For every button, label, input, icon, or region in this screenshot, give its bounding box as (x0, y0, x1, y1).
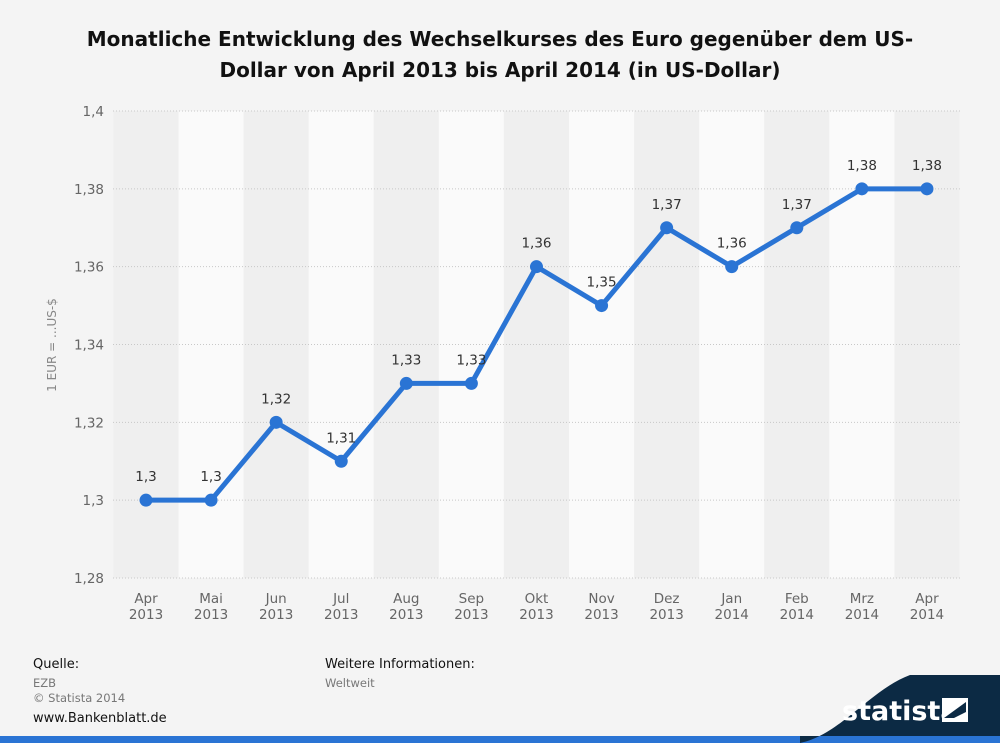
data-label: 1,35 (587, 275, 617, 291)
x-tick-label-month: Dez (654, 591, 680, 607)
data-point[interactable] (334, 454, 348, 468)
data-point[interactable] (399, 376, 413, 390)
data-point[interactable] (464, 376, 478, 390)
data-label: 1,3 (200, 469, 221, 485)
x-tick-label-year: 2013 (129, 607, 163, 623)
x-tick-label-year: 2013 (454, 607, 488, 623)
brand-bar (0, 736, 1000, 743)
data-point[interactable] (855, 182, 869, 196)
data-label: 1,36 (521, 236, 551, 252)
x-axis-ticks: Apr2013Mai2013Jun2013Jul2013Aug2013Sep20… (129, 591, 944, 623)
x-tick-label-month: Feb (785, 591, 809, 607)
y-tick-label: 1,36 (74, 260, 104, 276)
y-axis-ticks: 1,28 1,3 1,32 1,34 1,36 1,38 1,4 (74, 104, 104, 587)
chart-title-line-2: Dollar von April 2013 bis April 2014 (in… (219, 58, 781, 82)
y-tick-label: 1,4 (83, 104, 104, 120)
data-label: 1,36 (717, 236, 747, 252)
statista-logo-mark-icon (942, 698, 968, 722)
data-points (139, 182, 934, 507)
data-label: 1,37 (782, 197, 812, 213)
x-tick-label-month: Mai (199, 591, 223, 607)
x-tick-label-year: 2013 (194, 607, 228, 623)
source-copyright: © Statista 2014 (33, 691, 126, 705)
statista-logo-text: statista (842, 696, 959, 727)
y-tick-label: 1,28 (74, 571, 104, 587)
x-tick-label-month: Mrz (850, 591, 874, 607)
x-tick-label-year: 2013 (649, 607, 683, 623)
x-tick-label-month: Nov (588, 591, 614, 607)
x-tick-label-year: 2013 (324, 607, 358, 623)
info-value: Weltweit (325, 676, 375, 690)
data-point[interactable] (790, 221, 804, 235)
data-label: 1,32 (261, 391, 291, 407)
x-tick-label-month: Jan (720, 591, 742, 607)
y-tick-label: 1,34 (74, 338, 104, 354)
data-labels: 1,3 1,3 1,32 1,31 1,33 1,33 1,36 1,35 1,37 1,36 1,… (135, 158, 942, 485)
y-axis-label: 1 EUR = ...US-$ (45, 298, 59, 392)
x-tick-label-month: Apr (134, 591, 158, 607)
plot-band (243, 111, 309, 578)
data-point[interactable] (139, 493, 153, 507)
x-tick-label-year: 2014 (845, 607, 879, 623)
data-label: 1,33 (456, 352, 486, 368)
y-tick-label: 1,38 (74, 182, 104, 198)
data-point[interactable] (269, 415, 283, 429)
data-label: 1,3 (135, 469, 156, 485)
source-name: EZB (33, 676, 57, 690)
x-tick-label-year: 2013 (389, 607, 423, 623)
data-label: 1,33 (391, 352, 421, 368)
x-tick-label-year: 2013 (259, 607, 293, 623)
data-point[interactable] (529, 260, 543, 274)
y-tick-label: 1,32 (74, 415, 104, 431)
x-tick-label-year: 2014 (910, 607, 944, 623)
x-tick-label-month: Jul (332, 591, 349, 607)
data-point[interactable] (920, 182, 934, 196)
x-tick-label-month: Jun (265, 591, 287, 607)
data-label: 1,38 (847, 158, 877, 174)
x-tick-label-year: 2014 (780, 607, 814, 623)
data-point[interactable] (204, 493, 218, 507)
data-label: 1,38 (912, 158, 942, 174)
x-tick-label-month: Aug (393, 591, 419, 607)
chart-title-line-1: Monatliche Entwicklung des Wechselkurses… (86, 27, 914, 51)
chart-title: Monatliche Entwicklung des Wechselkurses… (0, 24, 1000, 86)
source-label: Quelle: (33, 657, 80, 672)
x-tick-label-month: Okt (525, 591, 549, 607)
x-tick-label-month: Apr (915, 591, 939, 607)
x-tick-label-year: 2013 (519, 607, 553, 623)
data-point[interactable] (595, 299, 609, 313)
statista-logo[interactable]: statista (800, 0, 1000, 743)
x-tick-label-month: Sep (459, 591, 484, 607)
data-point[interactable] (725, 260, 739, 274)
data-point[interactable] (660, 221, 674, 235)
data-label: 1,31 (326, 430, 356, 446)
y-tick-label: 1,3 (83, 493, 104, 509)
x-tick-label-year: 2013 (584, 607, 618, 623)
x-tick-label-year: 2014 (715, 607, 749, 623)
info-label: Weitere Informationen: (325, 657, 475, 672)
site-url: www.Bankenblatt.de (33, 711, 167, 726)
data-label: 1,37 (652, 197, 682, 213)
